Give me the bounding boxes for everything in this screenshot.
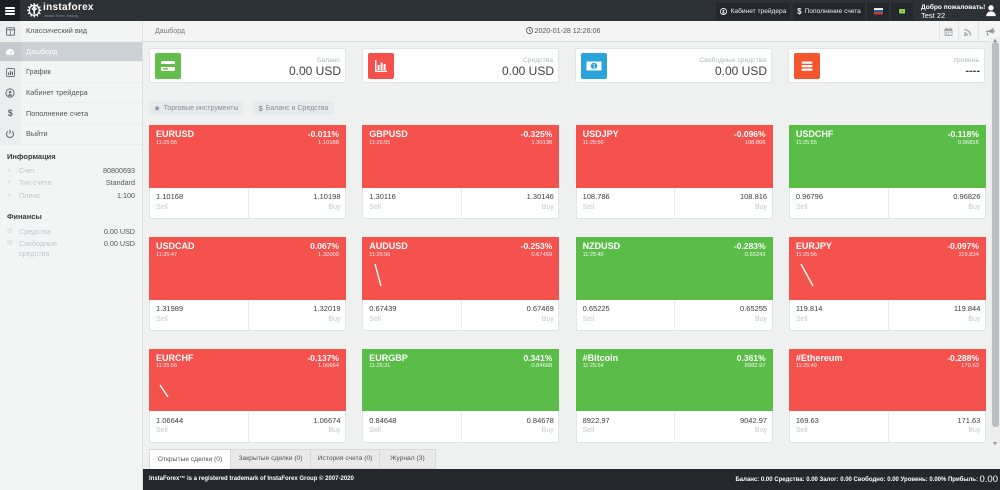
- svg-text:1: 1: [592, 63, 596, 70]
